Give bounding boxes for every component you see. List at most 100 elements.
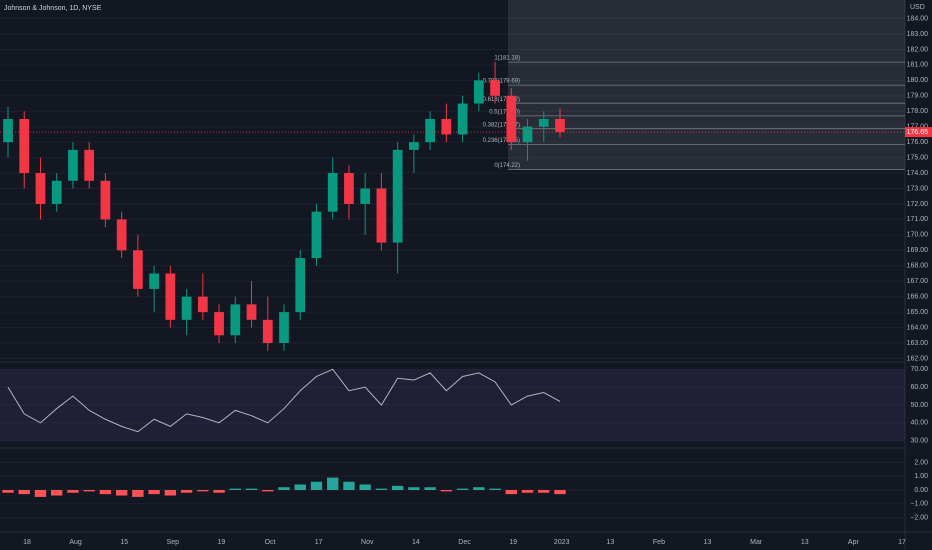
price-tick-label: 183.00 [907,31,929,38]
candle-body [262,319,273,344]
candle-body [230,304,241,336]
x-tick-label: 17 [315,539,323,546]
rsi-tick-label: 30.00 [910,437,928,444]
macd-bar [473,487,485,490]
chart-title: Johnson & Johnson, 1D, NYSE [4,5,102,12]
candle-body [441,118,452,135]
candle-body [3,118,13,143]
macd-tick-label: 1.00 [914,473,928,480]
candle-body [522,126,533,143]
x-tick-label: 13 [606,539,614,546]
macd-bar [18,490,30,495]
macd-bar [164,490,177,496]
candle-body [19,118,30,174]
last-price-tag [905,127,932,138]
price-tick-label: 176.00 [907,139,929,146]
candle-body [149,273,159,289]
candle-body [409,142,419,150]
rsi-band [0,369,905,441]
macd-bar [262,490,274,492]
currency: USD [910,4,925,11]
candle-body [457,103,468,135]
macd-bar [115,490,128,496]
macd-tick-label: −1.00 [910,501,928,508]
candle-body [506,95,517,143]
candle-body [35,173,46,204]
rsi-tick-label: 50.00 [910,402,928,409]
x-tick-label: Dec [458,539,471,546]
candle-body [473,80,484,104]
price-tick-label: 171.00 [907,216,929,223]
price-tick-label: 184.00 [907,15,929,22]
price-tick-label: 182.00 [907,46,929,53]
price-tick-label: 167.00 [907,278,929,285]
candle-body [51,180,62,204]
price-tick-label: 172.00 [907,201,929,208]
macd-bar [278,487,290,490]
x-tick-label: 18 [23,539,31,546]
macd-bar [538,490,550,493]
rsi-tick-label: 70.00 [910,366,928,373]
price-tick-label: 169.00 [907,247,929,254]
macd-bar [440,490,453,492]
fib-label: 1(181.18) [494,56,520,62]
fib-label: 0.5(177.70) [489,109,520,115]
x-tick-label: 14 [412,539,420,546]
x-tick-label: Apr [848,539,860,546]
candle-body [100,180,111,220]
macd-bar [148,490,160,495]
macd-bar [83,490,95,492]
macd-bar [197,490,209,492]
price-tick-label: 164.00 [907,324,929,331]
candle-body [327,173,338,212]
candle-body [214,312,224,336]
candle-body [68,149,78,181]
macd-tick-label: −2.00 [910,514,928,521]
macd-bar [310,481,323,490]
price-tick-label: 170.00 [907,232,929,239]
fib-label: 0.786(179.69) [483,79,520,85]
x-tick-label: Mar [750,539,763,546]
price-tick-label: 178.00 [907,108,929,115]
fib-label: 0.382(176.87) [483,122,520,128]
candle-body [376,188,387,243]
fib-label: 0(174.22) [494,163,520,169]
price-tick-label: 162.00 [907,355,929,362]
x-tick-label: 2023 [554,539,570,546]
price-tick-label: 173.00 [907,185,929,192]
macd-bar [327,477,339,490]
x-tick-label: Oct [265,539,276,546]
macd-bar [489,488,501,490]
price-tick-label: 177.00 [907,124,929,131]
x-tick-label: Feb [653,539,665,546]
candle-body [246,304,257,320]
macd-bar [245,488,258,490]
price-tick-label: 163.00 [907,340,929,347]
macd-tick-label: 0.00 [914,487,928,494]
candle-body [295,258,306,313]
x-tick-label: 13 [801,539,809,546]
x-tick-label: Aug [69,539,82,546]
macd-bar [99,490,112,495]
candle-body [116,219,127,251]
fib-label: 0.236(175.85) [483,138,520,144]
macd-bar [294,484,306,490]
rsi-line [7,368,561,433]
macd-bar [456,488,469,490]
macd-bar [375,488,388,490]
macd-bar [359,484,371,490]
macd-bar [505,490,517,495]
price-tick-label: 175.00 [907,154,929,161]
x-tick-label: Sep [167,539,180,546]
price-tick-label: 180.00 [907,77,929,84]
candle-body [197,296,208,313]
macd-bar [554,490,566,495]
candle-body [181,296,192,320]
macd-bar [229,488,241,490]
candle-body [392,149,403,243]
macd-bar [213,490,225,493]
candle-body [84,149,95,181]
macd-bar [2,490,14,493]
macd-bar [34,490,47,497]
macd-tick-label: 2.00 [914,459,928,466]
